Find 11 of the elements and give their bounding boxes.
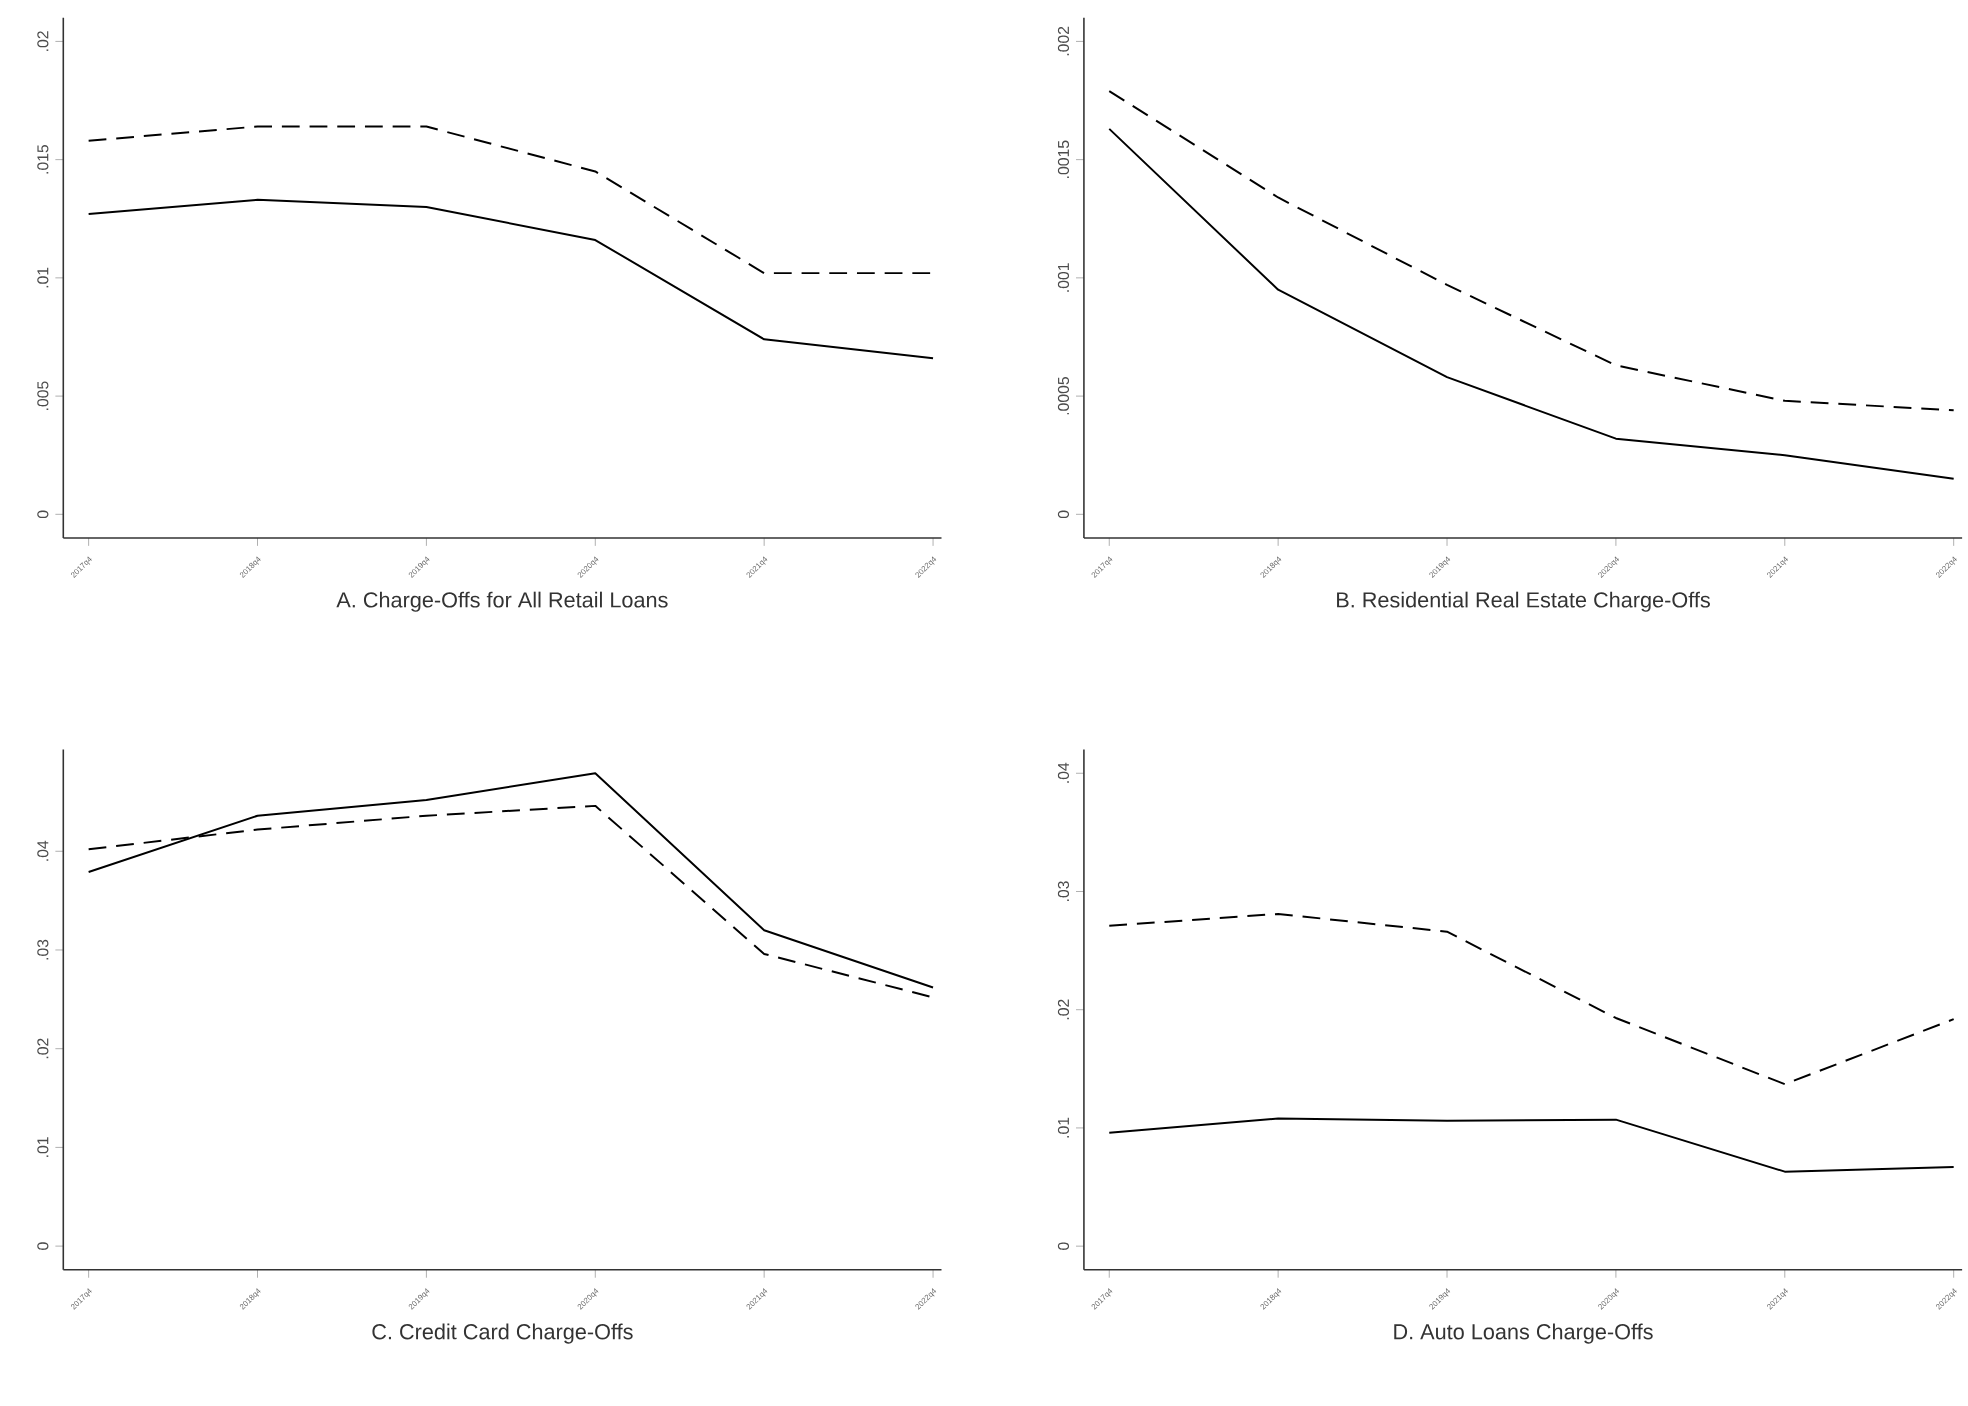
line-series: [87, 198, 935, 360]
line-series: [1108, 127, 1955, 480]
x-axis-title: B. Residential Real Estate Charge-Offs: [1337, 591, 1710, 612]
line-series: [87, 125, 935, 274]
line-series: [87, 772, 935, 989]
x-axis-title: C. Credit Card Charge-Offs: [372, 1323, 633, 1344]
line-series: [1108, 912, 1955, 1086]
line-series: [1108, 1117, 1955, 1173]
line-series: [1108, 89, 1955, 412]
x-axis-title: D. Auto Loans Charge-Offs: [1394, 1323, 1653, 1344]
x-axis-title: A. Charge-Offs for All Retail Loans: [336, 591, 668, 612]
